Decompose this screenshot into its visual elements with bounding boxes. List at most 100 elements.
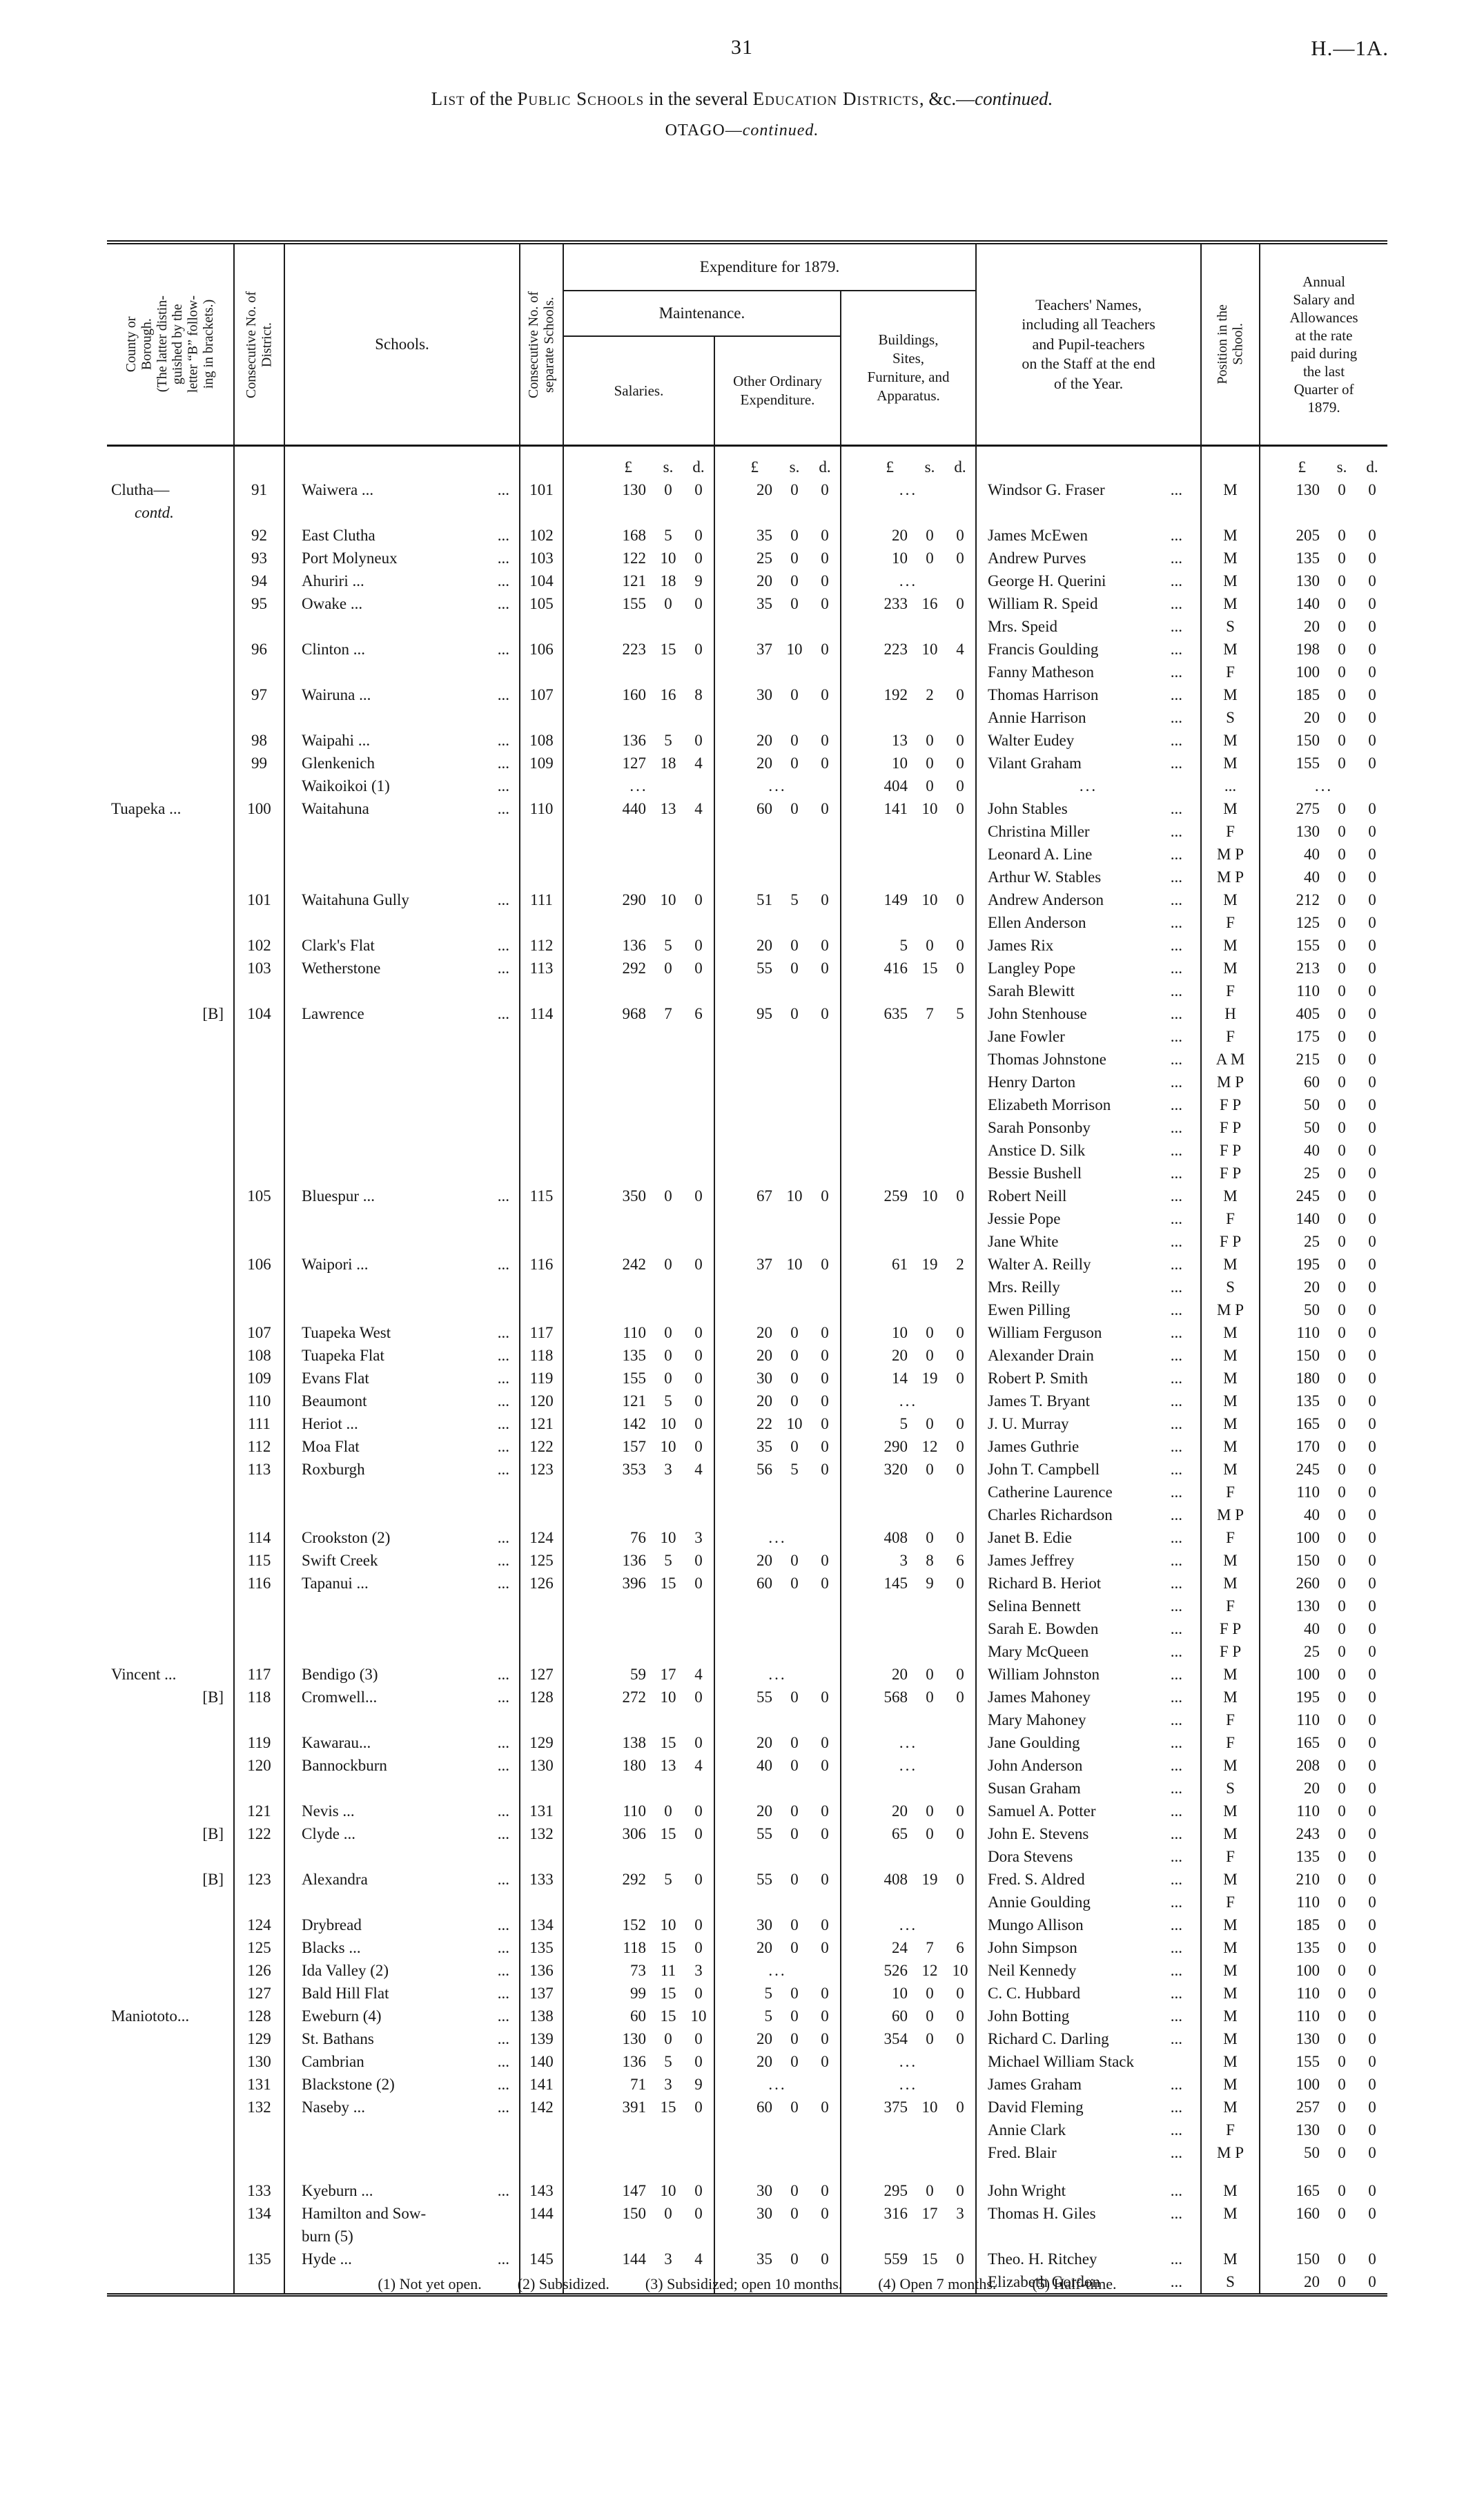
money-value: 0	[1338, 1575, 1346, 1592]
annual-salary-cell: 155 0 0	[1260, 2050, 1387, 2073]
county-cell: [B]	[107, 1686, 235, 1708]
school-no-cell	[520, 706, 564, 729]
county-cell	[107, 2164, 235, 2202]
salaries-cell: 306 15 0	[563, 1822, 715, 1845]
money-value: 0	[1368, 2030, 1376, 2047]
school-name: Clark's Flat	[302, 937, 375, 954]
money-value: 0	[1368, 2144, 1376, 2161]
school-name: Roxburgh	[302, 1461, 365, 1478]
teacher-name-cell: Selina Bennett...	[976, 1595, 1202, 1617]
school-name: Waitahuna	[302, 800, 369, 817]
district-no-cell: 119	[234, 1731, 285, 1754]
money-value: 15	[660, 1575, 676, 1592]
money-value: 0	[1368, 868, 1376, 886]
school-name: Bald Hill Flat	[302, 1985, 389, 2002]
other-expenditure-cell: £ s. d.	[714, 445, 841, 478]
footnote: (4) Open 7 months.	[878, 2275, 997, 2292]
money-value: 0	[1368, 1051, 1376, 1068]
money-value: 0	[956, 800, 964, 817]
dot-leader: ...	[497, 1461, 509, 1478]
position-cell: M	[1201, 524, 1261, 547]
money-value: 242	[622, 1256, 647, 1273]
dot-leader: ...	[1170, 1187, 1183, 1205]
money-value: 0	[1338, 1461, 1346, 1478]
position-cell: M	[1201, 2096, 1261, 2119]
teacher-name-cell: John Botting...	[976, 2005, 1202, 2027]
teacher-name-cell: James Mahoney...	[976, 1686, 1202, 1708]
money-value: 0	[664, 1256, 672, 1273]
district-no-cell: 135	[234, 2248, 285, 2270]
money-value: 155	[1296, 754, 1320, 772]
dot-leader: ...	[497, 572, 509, 590]
school-no-cell	[520, 1617, 564, 1640]
money-value: 391	[622, 2098, 647, 2116]
buildings-cell: 20 0 0	[841, 1344, 977, 1367]
position-cell: M	[1201, 2202, 1261, 2248]
money-value: 7	[926, 1939, 934, 1956]
money-value: 55	[756, 1688, 772, 1706]
money-value: 0	[821, 1757, 829, 1774]
money-value: 198	[1296, 641, 1320, 658]
money-value: 0	[1368, 641, 1376, 658]
county-cell	[107, 911, 235, 934]
money-value: 0	[694, 2053, 703, 2070]
county-cell	[107, 1093, 235, 1116]
county-cell	[107, 2141, 235, 2164]
teacher-name-cell: Thomas Harrison...	[976, 683, 1202, 706]
money-value: 5	[664, 527, 672, 544]
money-value: 0	[956, 1529, 964, 1546]
position-cell: M	[1201, 1435, 1261, 1458]
money-value: 0	[956, 1370, 964, 1387]
money-value: 10	[892, 1985, 908, 2002]
dot-leader: ...	[497, 481, 509, 498]
money-value: 10	[892, 549, 908, 567]
dot-leader: ...	[1170, 868, 1183, 886]
money-value: 0	[1338, 2250, 1346, 2268]
district-no-cell	[234, 1025, 285, 1048]
buildings-cell	[841, 1116, 977, 1139]
district-no-cell	[234, 661, 285, 683]
salaries-cell: 130 0 0	[563, 478, 715, 524]
money-value: 100	[1296, 1529, 1320, 1546]
district-no-cell	[234, 1481, 285, 1503]
school-no-cell: 117	[520, 1321, 564, 1344]
footnote: (1) Not yet open.	[378, 2275, 482, 2292]
money-value: 10	[786, 1187, 803, 1205]
other-expenditure-cell: 30 0 0	[714, 1913, 841, 1936]
dot-leader: ...	[497, 1871, 509, 1888]
teacher-name: John Stables	[988, 800, 1068, 817]
money-value: 20	[756, 572, 772, 590]
teacher-name: Elizabeth Gordon	[988, 2273, 1100, 2290]
district-no-cell: 116	[234, 1572, 285, 1595]
school-no-cell: 145	[520, 2248, 564, 2270]
buildings-cell	[841, 1207, 977, 1230]
school-name: St. Bathans	[302, 2030, 374, 2047]
dot-leader: ...	[1170, 1848, 1183, 1865]
annual-salary-cell: 243 0 0	[1260, 1822, 1387, 1845]
money-value: 15	[660, 2098, 676, 2116]
school-name: Naseby ...	[302, 2098, 365, 2116]
buildings-cell: 223 10 4	[841, 638, 977, 661]
table-row: Fanny Matheson... F 100 0 0	[107, 661, 1387, 683]
money-value: 0	[1368, 1552, 1376, 1569]
money-value: 0	[1338, 1187, 1346, 1205]
money-value: 15	[921, 2250, 938, 2268]
money-value: 37	[756, 1256, 772, 1273]
position-cell: H	[1201, 1002, 1261, 1025]
teacher-name: Robert P. Smith	[988, 1370, 1088, 1387]
dot-leader: ...	[1170, 1415, 1183, 1432]
salaries-cell: 122 10 0	[563, 547, 715, 569]
money-value: 0	[1338, 549, 1346, 567]
money-value: 110	[1296, 1893, 1320, 1911]
dot-leader: ...	[1170, 891, 1183, 908]
county-cell	[107, 729, 235, 752]
county-cell	[107, 866, 235, 888]
other-expenditure-cell	[714, 980, 841, 1002]
other-expenditure-cell	[714, 1298, 841, 1321]
buildings-cell: 635 7 5	[841, 1002, 977, 1025]
teacher-name: Andrew Purves	[988, 549, 1086, 567]
table-row: 127 Bald Hill Flat... 137 99 15 0 5 0 0 10 0 0 C. C.…	[107, 1982, 1387, 2005]
money-value: 10	[892, 1324, 908, 1341]
school-cell	[284, 843, 520, 866]
district-no-cell	[234, 1845, 285, 1868]
